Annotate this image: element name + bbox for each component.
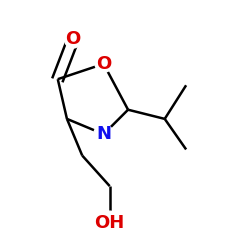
Circle shape xyxy=(98,211,121,234)
Text: O: O xyxy=(66,30,81,48)
Text: N: N xyxy=(96,125,111,143)
Text: O: O xyxy=(96,55,111,73)
Text: OH: OH xyxy=(94,214,125,232)
Circle shape xyxy=(64,31,82,48)
Circle shape xyxy=(94,124,114,144)
Circle shape xyxy=(95,55,112,72)
